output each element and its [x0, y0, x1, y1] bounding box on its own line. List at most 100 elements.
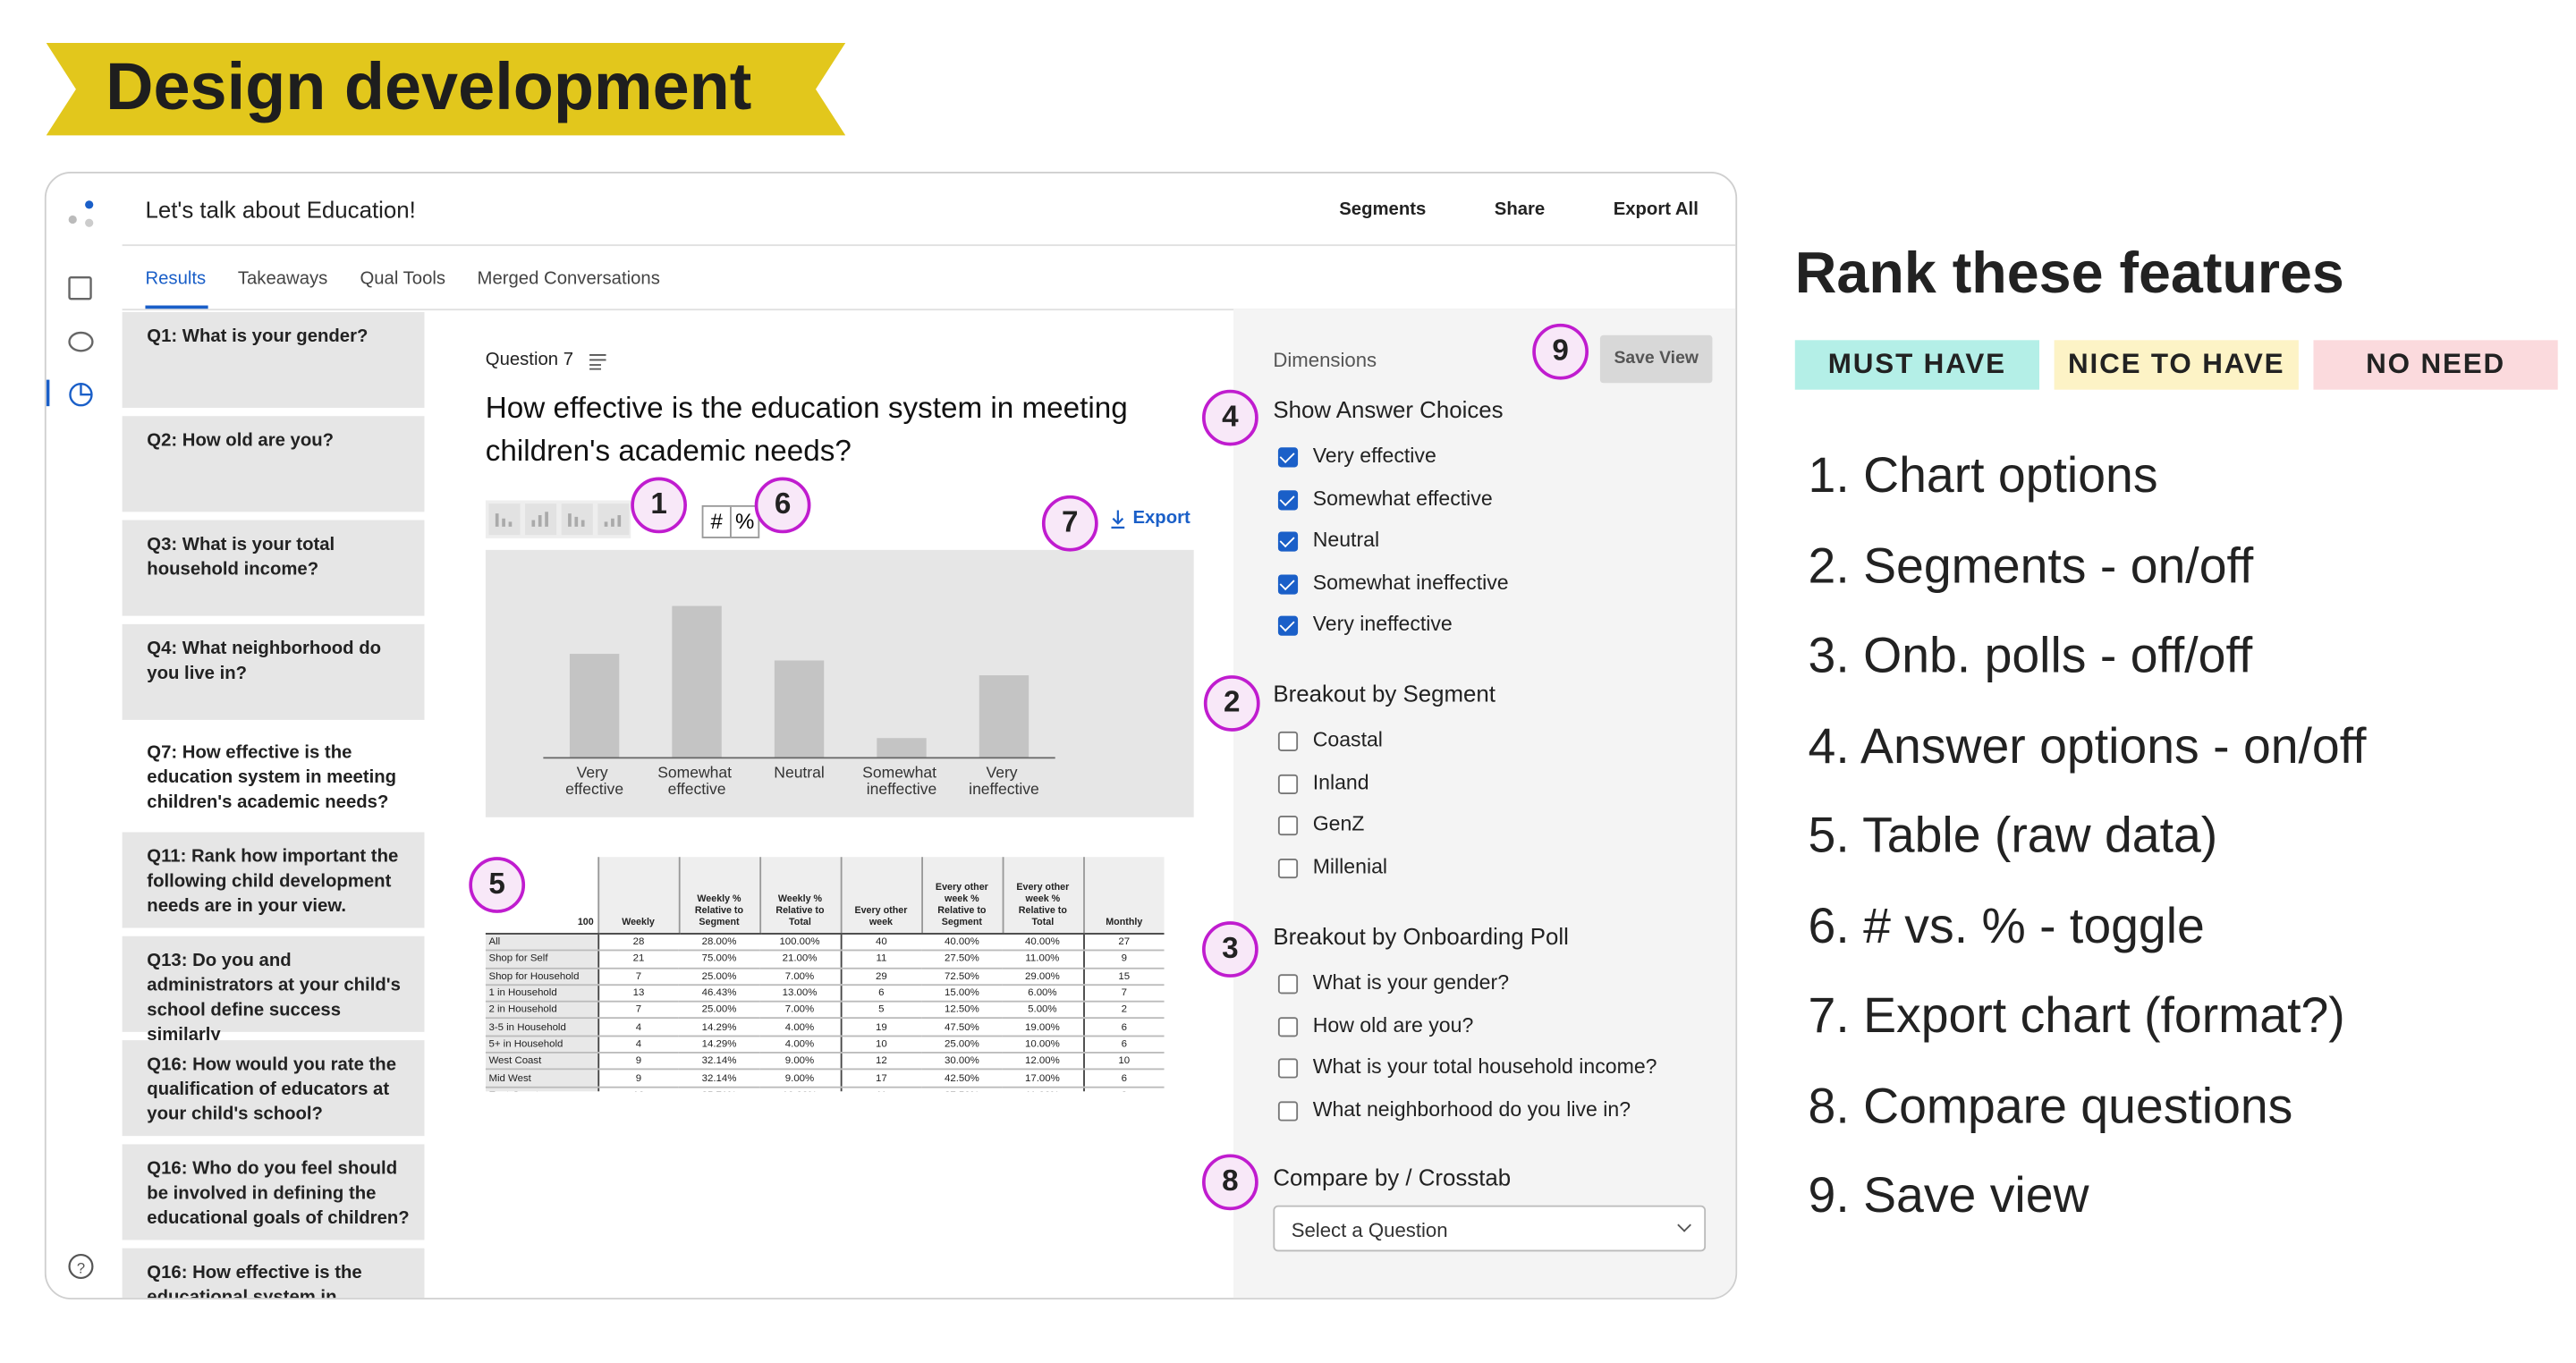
sidebar: ?	[46, 200, 94, 1280]
checkbox[interactable]	[1277, 974, 1299, 995]
table-cell: 15.00%	[921, 985, 1003, 1003]
question-item[interactable]: Q16: How effective is the educational sy…	[122, 1248, 425, 1299]
question-select[interactable]: Select a Question	[1273, 1205, 1707, 1252]
header-title: Let's talk about Education!	[145, 196, 416, 224]
x-tick-label: Very ineffective	[969, 764, 1039, 798]
question-item[interactable]: Q13: Do you and administrators at your c…	[122, 935, 425, 1046]
annotation-badge: 4	[1202, 389, 1258, 446]
ranking-item: 9. Save view	[1808, 1169, 2089, 1224]
checkbox[interactable]	[1277, 489, 1299, 510]
table-cell: 28	[597, 934, 679, 952]
checkbox[interactable]	[1277, 573, 1299, 594]
table-cell: 9	[597, 1053, 679, 1071]
column-header: Every other week	[839, 857, 922, 935]
table-cell: 1 in Household	[485, 985, 598, 1003]
checkbox[interactable]	[1277, 1016, 1299, 1037]
ranking-item: 1. Chart options	[1808, 449, 2158, 504]
header-action[interactable]: Export All	[1613, 199, 1699, 220]
table-cell: 100.00%	[759, 934, 841, 952]
banner-ribbon	[46, 43, 846, 136]
annotation-badge: 3	[1202, 921, 1258, 978]
table-cell: 25.00%	[678, 1002, 760, 1020]
table-cell: 19.00%	[1002, 1019, 1084, 1037]
list-icon	[589, 354, 606, 370]
table-row: Mid West 9 32.14% 9.00% 17 42.50% 17.00% 6	[485, 1070, 1165, 1088]
checkbox[interactable]	[1277, 1058, 1299, 1079]
select-caret	[1677, 1218, 1691, 1232]
table-cell: 14.29%	[678, 1019, 760, 1037]
export-link[interactable]: Export	[1132, 508, 1191, 529]
table-cell: 6	[839, 985, 922, 1003]
checkbox[interactable]	[1277, 816, 1299, 836]
dimensions-panel: Dimensions Save View Show Answer Choices Ve…	[1233, 309, 1736, 1299]
table-cell: 40.00%	[921, 934, 1003, 952]
table-cell: Mid West	[485, 1070, 598, 1088]
question-item[interactable]: Q11: Rank how important the following ch…	[122, 832, 425, 928]
tab-underline	[145, 305, 208, 309]
toggle-option[interactable]: %	[730, 506, 758, 538]
table-cell: 12.50%	[921, 1002, 1003, 1020]
ranking-item: 3. Onb. polls - off/off	[1808, 629, 2253, 684]
checkbox[interactable]	[1277, 615, 1299, 636]
table-cell: 25.00%	[678, 968, 760, 986]
tab[interactable]: Results	[145, 268, 207, 290]
table-cell: 2 in Household	[485, 1002, 598, 1020]
table-cell: 29	[839, 968, 922, 986]
table-cell: 9	[1082, 951, 1165, 969]
ranking-item: 4. Answer options - on/off	[1808, 719, 2367, 774]
tab[interactable]: Merged Conversations	[477, 268, 660, 290]
app-window: ? Let's talk about Education! Q1: What i…	[44, 172, 1738, 1300]
question-item[interactable]: Q16: Who do you feel should be involved …	[122, 1144, 425, 1240]
question-label: Question 7	[485, 350, 573, 370]
table-cell: 12.00%	[1002, 1053, 1084, 1071]
ranking-title: Rank these features	[1794, 241, 2344, 306]
table-cell: 7	[597, 1002, 679, 1020]
toggle-option[interactable]: #	[710, 508, 723, 534]
count-percent-toggle[interactable]: #%	[701, 504, 760, 538]
save-view-button[interactable]: Save View	[1599, 334, 1713, 384]
chart-type-buttons	[485, 500, 631, 538]
checkbox-label: What is your total household income?	[1312, 1054, 1657, 1079]
table-cell: 9.00%	[759, 1053, 841, 1071]
checkbox[interactable]	[1277, 858, 1299, 878]
table-cell: 9.00%	[759, 1070, 841, 1088]
table-row: 5+ in Household 4 14.29% 4.00% 10 25.00% 10.00…	[485, 1036, 1165, 1054]
column-header: Every other week % Relative to Total	[1001, 857, 1084, 935]
table-cell: 6	[1082, 1070, 1165, 1088]
table-row: West Coast 9 32.14% 9.00% 12 30.00% 12.00% 10	[485, 1053, 1165, 1071]
question-item[interactable]: Q4: What neighborhood do you live in?	[122, 623, 425, 720]
table-cell: 6	[1082, 1019, 1165, 1037]
checkbox[interactable]	[1277, 531, 1299, 552]
banner-title: Design development	[106, 51, 752, 124]
annotation-badge: 8	[1202, 1154, 1258, 1211]
question-item[interactable]: Q1: What is your gender?	[122, 311, 425, 409]
bar	[979, 675, 1030, 758]
table-cell: 5	[839, 1002, 922, 1020]
dimensions-title: Dimensions	[1273, 348, 1377, 372]
header-action[interactable]: Segments	[1339, 199, 1427, 220]
annotation-badge: 6	[754, 477, 811, 534]
question-item[interactable]: Q7: How effective is the education syste…	[122, 728, 425, 825]
checkbox-label: Very ineffective	[1312, 612, 1453, 636]
table-cell: 28.00%	[678, 934, 760, 952]
table-cell: 5+ in Household	[485, 1036, 598, 1054]
bar	[774, 660, 825, 758]
checkbox[interactable]	[1277, 731, 1299, 752]
question-item[interactable]: Q3: What is your total household income?	[122, 520, 425, 616]
checkbox[interactable]	[1277, 773, 1299, 794]
checkbox[interactable]	[1277, 1100, 1299, 1121]
table-cell: 21	[597, 951, 679, 969]
column-header: Weekly	[597, 857, 679, 935]
header-action[interactable]: Share	[1494, 199, 1546, 220]
annotation-badge: 2	[1203, 675, 1260, 732]
tab[interactable]: Qual Tools	[360, 268, 446, 290]
table-cell: 4	[597, 1019, 679, 1037]
priority-tag: NICE TO HAVE	[2054, 340, 2299, 390]
table-cell: 17.00%	[1002, 1070, 1084, 1088]
tab[interactable]: Takeaways	[237, 268, 328, 290]
question-item[interactable]: Q2: How old are you?	[122, 416, 425, 512]
table-cell: 7	[597, 968, 679, 986]
checkbox[interactable]	[1277, 447, 1299, 468]
question-item[interactable]: Q16: How would you rate the qualificatio…	[122, 1040, 425, 1137]
